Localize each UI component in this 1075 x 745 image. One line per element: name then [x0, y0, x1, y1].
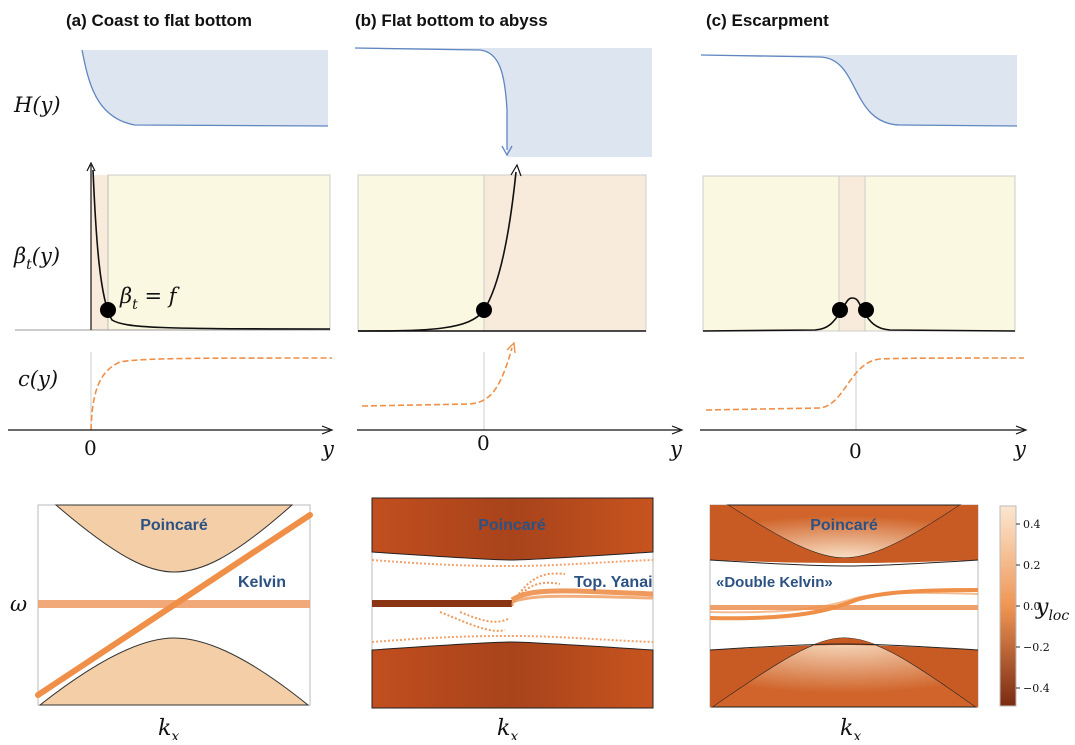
omega-axis-label: ω [10, 592, 27, 616]
beta-panel-c [702, 175, 1016, 332]
colorbar-tick-label: 0.0 [1023, 600, 1041, 613]
panel-a-title: (a) Coast to flat bottom [66, 11, 252, 30]
kx-axis-label: kx [497, 716, 518, 740]
colorbar: 0.4 0.2 0.0 −0.2 −0.4 yloc [999, 505, 1069, 707]
depth-profile-a [81, 49, 329, 127]
spectrum-panel-a: Poincaré Kelvin ω kx [10, 504, 313, 745]
poincare-label: Poincaré [810, 517, 878, 534]
poincare-label: Poincaré [478, 517, 546, 534]
colorbar-tick-label: −0.2 [1023, 641, 1050, 654]
double-kelvin-mode-2 [709, 591, 979, 614]
spectrum-panel-b: Poincaré Top. Yanai kx [371, 497, 654, 745]
zero-tick: 0 [84, 436, 97, 460]
zero-tick: 0 [477, 431, 490, 455]
speed-panel-a: y 0 [8, 352, 335, 461]
beta-curve-a [92, 169, 331, 330]
spectrum-panel-c: Poincaré «Double Kelvin» kx [709, 504, 979, 745]
kelvin-mode [35, 512, 313, 698]
speed-curve-c [705, 357, 1025, 411]
zero-tick: 0 [849, 439, 862, 463]
yanai-mode [510, 588, 654, 603]
y-axis-label: y [321, 437, 335, 461]
flat-band [372, 600, 512, 607]
critical-point-dot [476, 302, 492, 318]
depth-profile-b [354, 47, 652, 157]
colorbar-tick-label: 0.4 [1023, 518, 1041, 531]
depth-profile-c [700, 54, 1018, 127]
critical-point-dot [100, 302, 116, 318]
double-kelvin-mode-1 [709, 588, 979, 621]
beta-curve-c [702, 297, 1016, 332]
panel-b-title: (b) Flat bottom to abyss [355, 11, 548, 30]
beta-panel-a: βt = f [15, 161, 331, 331]
critical-point-dot [832, 302, 848, 318]
colorbar-label: yloc [1035, 595, 1069, 624]
poincare-label: Poincaré [140, 517, 208, 534]
kx-axis-label: kx [840, 716, 861, 740]
speed-curve-a [90, 357, 333, 431]
beta-equals-f-annotation: βt = f [119, 284, 180, 313]
y-axis-label: y [669, 437, 683, 461]
y-axis-label: y [1013, 437, 1027, 461]
critical-point-dot [858, 302, 874, 318]
panel-c-title: (c) Escarpment [706, 11, 829, 30]
speed-row-label: c(y) [18, 367, 58, 391]
yanai-label: Top. Yanai [574, 574, 653, 591]
flat-band [710, 605, 978, 610]
speed-panel-b: y 0 [357, 341, 684, 461]
depth-row-label: H(y) [13, 93, 61, 117]
speed-panel-c: y 0 [700, 352, 1028, 463]
beta-panel-b [357, 163, 647, 332]
colorbar-tick-label: 0.2 [1023, 559, 1041, 572]
colorbar-tick-label: −0.4 [1023, 682, 1050, 695]
beta-row-label: βt(y) [13, 244, 60, 273]
speed-curve-b [361, 347, 513, 407]
kx-axis-label: kx [158, 716, 179, 740]
svg-text:βt(y): βt(y) [13, 244, 60, 273]
kelvin-label: Kelvin [238, 574, 286, 591]
double-kelvin-label: «Double Kelvin» [716, 574, 833, 591]
